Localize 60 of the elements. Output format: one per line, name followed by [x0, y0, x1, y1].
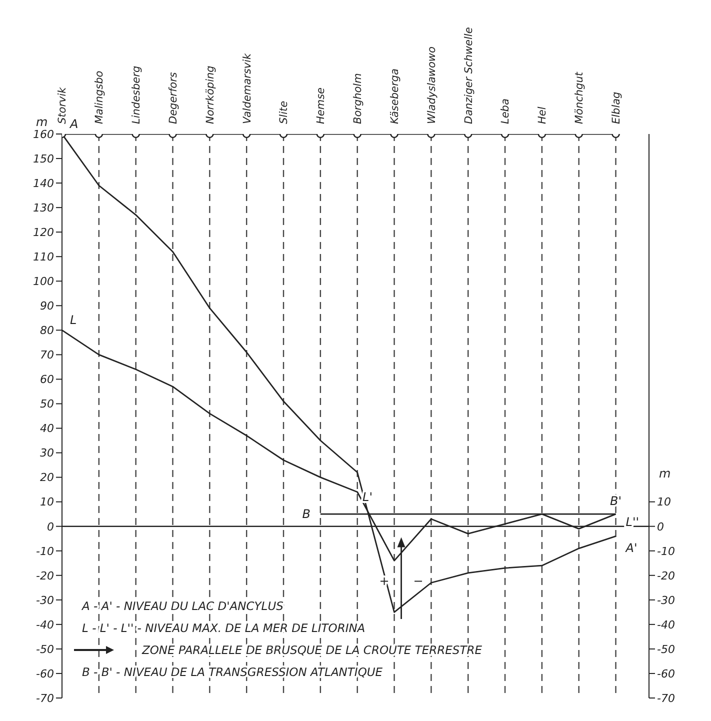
y2-tick-label: -50 [657, 642, 675, 656]
y2-tick-label: -20 [657, 569, 675, 582]
x-tick-label: Leba [500, 98, 512, 124]
annotation: B - B' - NIVEAU DE LA TRANSGRESSION ATLANTIQUE [82, 665, 384, 679]
annotation: L'' [626, 515, 640, 530]
y-tick-label: 120 [33, 226, 54, 239]
x-tick-label: Lindesberg [130, 66, 143, 124]
y-tick-label: 10 [40, 496, 54, 509]
y2-tick-label: -10 [657, 544, 675, 558]
x-tick-label: Degerfors [167, 72, 180, 124]
x-tick-label: Elblag [610, 91, 622, 124]
annotation: A' [624, 541, 638, 556]
annotation: B [302, 507, 310, 522]
x-tick-label: Norrköping [204, 65, 216, 124]
y2-tick-label: -30 [657, 594, 675, 607]
y-tick-label: 160 [33, 128, 54, 141]
annotation: B' [610, 494, 622, 508]
y-tick-label: -40 [36, 618, 54, 632]
y-tick-label: 50 [40, 398, 54, 411]
annotation: ZONE PARALLELE DE BRUSQUE DE LA CROUTE TERRESTRE [141, 643, 483, 657]
y-tick-label: -70 [36, 692, 54, 705]
y-tick-label: 0 [47, 520, 54, 534]
y-tick-label: -50 [36, 642, 54, 656]
y-tick-label: 40 [40, 422, 54, 436]
y2-tick-label: 0 [657, 520, 664, 534]
y-tick-label: 100 [33, 275, 54, 288]
x-tick-label: Käseberga [388, 68, 401, 124]
annotation: − [413, 574, 424, 588]
y-tick-label: 70 [40, 348, 54, 362]
x-tick-label: Valdemarsvik [241, 52, 254, 124]
y-tick-label: 60 [40, 373, 54, 386]
y-tick-label: -20 [36, 569, 54, 582]
y2-tick-label: -60 [657, 667, 675, 680]
x-tick-label: Slite [278, 100, 290, 124]
y2-tick-label: 10 [657, 496, 671, 509]
x-tick-label: Malingsbo [94, 70, 106, 124]
x-tick-label: Danziger Schwelle [462, 27, 475, 124]
y-tick-label: 20 [40, 471, 54, 484]
y-tick-label: 150 [33, 152, 54, 166]
annotation: L [70, 313, 77, 328]
x-tick-label: Storvik [56, 86, 69, 124]
y-tick-label: 80 [40, 324, 54, 338]
x-tick-label: Hel [536, 106, 549, 124]
x-tick-label: Borgholm [352, 73, 364, 124]
y-tick-label: 30 [40, 446, 54, 460]
y-tick-label: 90 [40, 300, 54, 313]
annotation: A [69, 117, 78, 131]
y-tick-label: 130 [33, 201, 54, 214]
x-tick-label: Hemse [315, 87, 328, 124]
y-axis-title: m [36, 115, 48, 129]
y-tick-label: -30 [36, 594, 54, 607]
y2-tick-label: -40 [657, 618, 675, 632]
y2-tick-label: -70 [657, 692, 675, 705]
x-tick-label: Mönchgut [574, 71, 586, 124]
x-tick-label: Wladyslawowo [426, 46, 438, 124]
y-tick-label: -60 [36, 667, 54, 680]
y-tick-label: 140 [33, 176, 54, 190]
y2-axis-title: m [659, 466, 671, 480]
y-tick-label: -10 [36, 544, 54, 558]
y-tick-label: 110 [33, 250, 54, 264]
